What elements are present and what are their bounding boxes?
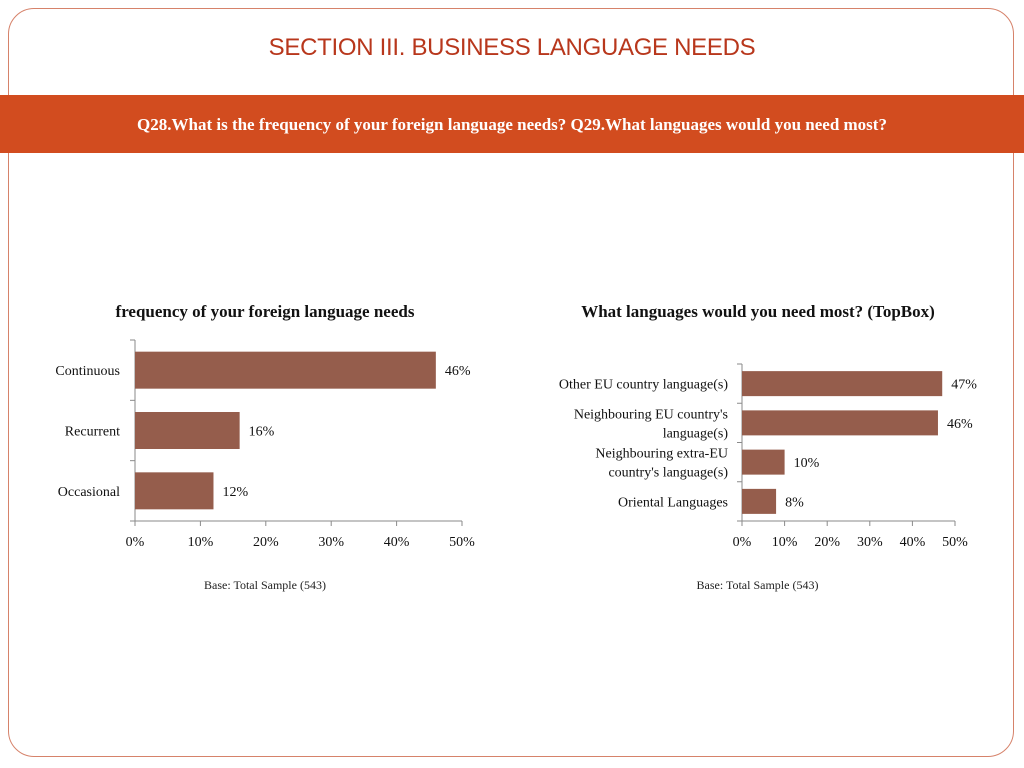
chart1-category-label: Continuous — [55, 364, 120, 379]
chart2-value-label: 10% — [794, 456, 820, 471]
chart2-value-label: 8% — [785, 495, 804, 510]
chart1-x-tick-label: 30% — [318, 535, 344, 550]
chart2-bar — [742, 410, 938, 436]
chart1-value-label: 12% — [222, 485, 248, 500]
chart1-x-tick-label: 20% — [253, 535, 279, 550]
chart2-base-note: Base: Total Sample (543) — [696, 578, 819, 592]
chart1-x-tick-label: 0% — [126, 535, 145, 550]
chart2-title: What languages would you need most? (Top… — [581, 302, 935, 321]
question-text: Q28.What is the frequency of your foreig… — [137, 115, 887, 134]
chart1-title: frequency of your foreign language needs — [115, 302, 415, 321]
chart2-x-tick-label: 10% — [772, 535, 798, 550]
chart2-category-label: Oriental Languages — [618, 495, 728, 510]
chart2-bar — [742, 488, 777, 514]
chart1-x-tick-label: 40% — [384, 535, 410, 550]
chart2-bar — [742, 371, 943, 397]
chart2-value-label: 46% — [947, 417, 973, 432]
chart2-category-label: Neighbouring extra-EU country's language(… — [595, 447, 728, 481]
chart1-bar — [135, 472, 214, 510]
chart2-category-label: Other EU country language(s) — [559, 378, 728, 393]
chart1-value-label: 46% — [445, 364, 471, 379]
chart1-category-label: Recurrent — [65, 425, 120, 440]
chart2-x-tick-label: 40% — [900, 535, 926, 550]
chart2-category-label: Neighbouring EU country's language(s) — [574, 407, 729, 441]
chart2-x-tick-label: 20% — [814, 535, 840, 550]
question-banner — [0, 95, 1024, 153]
chart1-category-label: Occasional — [58, 485, 120, 500]
chart1-bar — [135, 412, 240, 449]
slide-title: SECTION III. BUSINESS LANGUAGE NEEDS — [268, 34, 756, 61]
chart1-x-tick-label: 50% — [449, 535, 475, 550]
chart1-x-tick-label: 10% — [188, 535, 214, 550]
chart1-base-note: Base: Total Sample (543) — [204, 578, 326, 592]
slide-frame — [8, 8, 1014, 757]
chart2-bar — [742, 449, 785, 475]
chart2-x-tick-label: 50% — [942, 535, 968, 550]
chart2-x-tick-label: 0% — [733, 535, 752, 550]
chart2-value-label: 47% — [951, 378, 977, 393]
chart2-x-tick-label: 30% — [857, 535, 883, 550]
chart1-bar — [135, 351, 436, 389]
chart1-value-label: 16% — [249, 425, 275, 440]
